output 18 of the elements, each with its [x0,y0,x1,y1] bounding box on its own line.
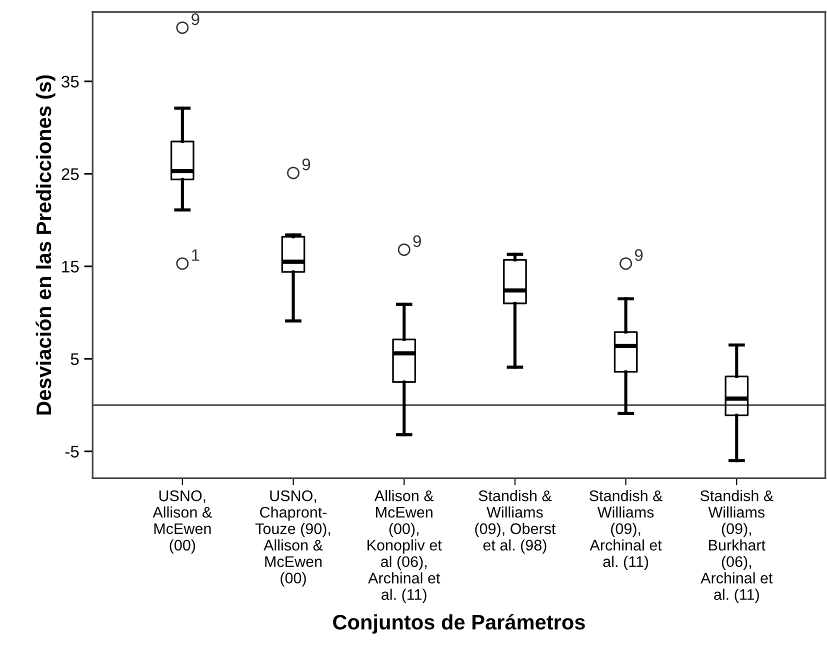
annotation: 1 [192,249,200,261]
x-tick-label: Allison & McEwen (00), Konopliv et al (06), Archinal et al. (11) [368,490,442,603]
annotation: 9 [302,158,310,170]
y-tick-label: 5 [70,353,79,366]
annotation: 9 [192,13,200,26]
y-tick-label: -5 [65,446,79,458]
y-tick-label: 25 [62,168,79,180]
y-tick-label: 15 [62,260,79,273]
x-axis-title: Conjuntos de Parámetros [333,614,585,634]
y-axis-title: Desviación en las Predicciones (s) [36,75,56,414]
y-tick-label: 35 [62,76,79,88]
annotation: 9 [634,249,643,261]
x-tick-label: Standish & Williams (09), Burkhart (06), Archinal et al. (11) [700,490,774,603]
x-tick-label: USNO, Chapront- Touze (90), Allison & McEwen (00) [255,490,330,587]
annotation: 9 [413,235,421,248]
x-tick-label: Standish & Williams (09), Archinal et al. (11) [590,490,663,570]
x-tick-label: USNO, Allison & McEwen (00) [152,490,212,554]
x-tick-label: Standish & Williams (09), Oberst et al. (98) [475,490,556,554]
